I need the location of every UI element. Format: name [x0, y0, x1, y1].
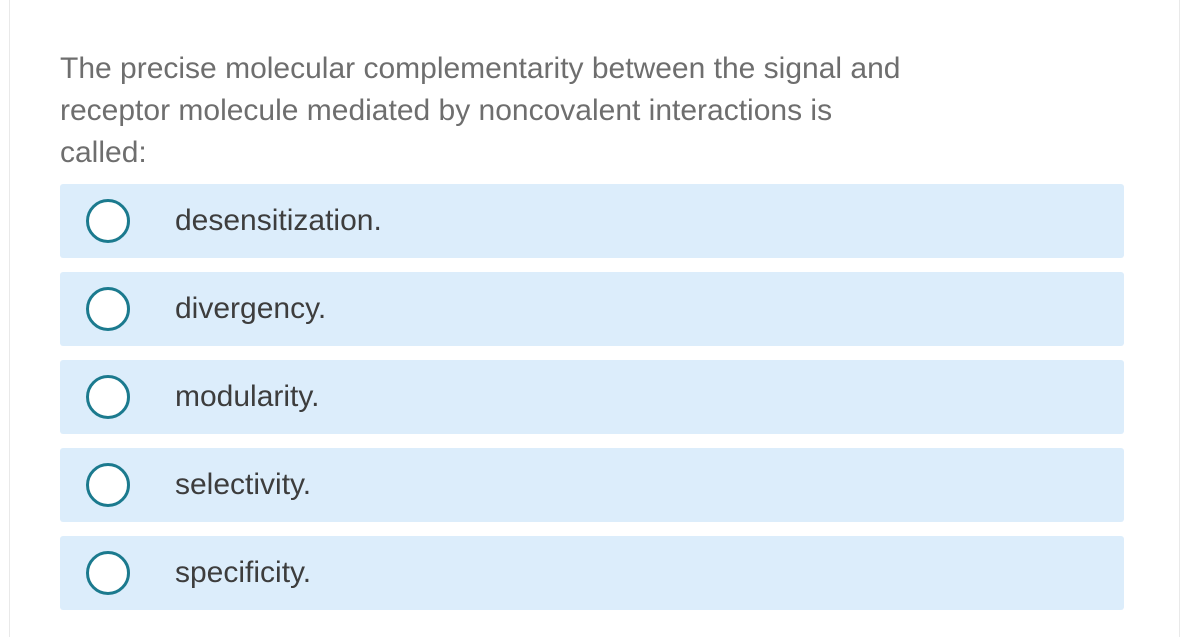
option-label: desensitization.	[175, 204, 382, 237]
question-line: called:	[60, 136, 147, 169]
option-label: divergency.	[175, 292, 327, 325]
question-card: The precise molecular complementarity be…	[9, 0, 1180, 637]
answer-option-specificity[interactable]: specificity.	[60, 536, 1124, 610]
option-label: selectivity.	[175, 468, 312, 501]
question-line: The precise molecular complementarity be…	[60, 52, 901, 85]
question-line: receptor molecule mediated by noncovalen…	[60, 94, 833, 127]
answer-option-divergency[interactable]: divergency.	[60, 272, 1124, 346]
answer-options-list: desensitization. divergency. modularity.…	[60, 184, 1124, 610]
option-label: modularity.	[175, 380, 320, 413]
radio-button[interactable]	[86, 287, 130, 331]
radio-button[interactable]	[86, 551, 130, 595]
answer-option-selectivity[interactable]: selectivity.	[60, 448, 1124, 522]
radio-button[interactable]	[86, 463, 130, 507]
radio-button[interactable]	[86, 375, 130, 419]
answer-option-modularity[interactable]: modularity.	[60, 360, 1124, 434]
answer-option-desensitization[interactable]: desensitization.	[60, 184, 1124, 258]
question-text: The precise molecular complementarity be…	[60, 48, 1140, 174]
radio-button[interactable]	[86, 199, 130, 243]
option-label: specificity.	[175, 556, 312, 589]
